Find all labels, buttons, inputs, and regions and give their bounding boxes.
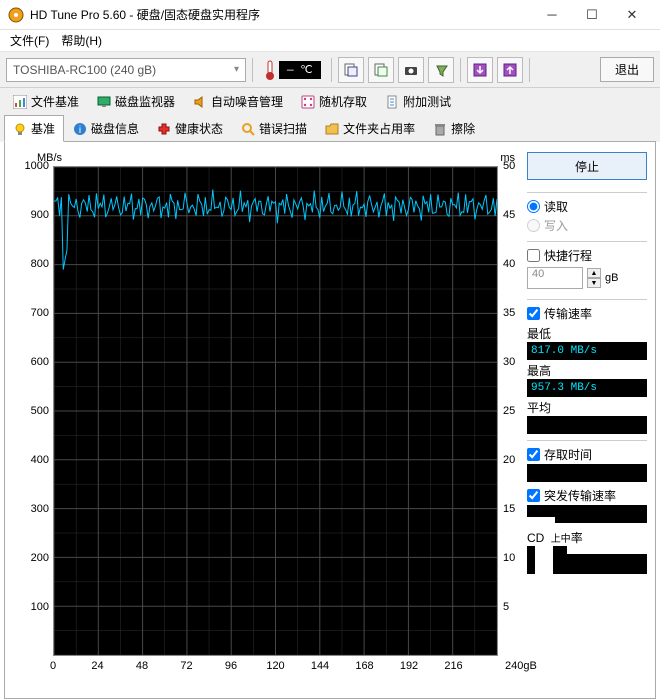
tab-erase[interactable]: 擦除 — [424, 115, 484, 142]
toolbar: TOSHIBA-RC100 (240 gB) ▾ — ℃ 退出 — [0, 52, 660, 88]
copy-text-button[interactable] — [338, 57, 364, 83]
tab-random-access[interactable]: 随机存取 — [292, 88, 376, 115]
tab-folder-usage[interactable]: 文件夹占用率 — [316, 115, 424, 142]
info-icon: i — [73, 122, 87, 136]
titlebar: HD Tune Pro 5.60 - 硬盘/固态硬盘实用程序 ─ ☐ ✕ — [0, 0, 660, 30]
load-button[interactable] — [497, 57, 523, 83]
chart-plot — [53, 166, 498, 656]
app-icon — [8, 7, 24, 23]
window-title: HD Tune Pro 5.60 - 硬盘/固态硬盘实用程序 — [30, 6, 532, 23]
access-value — [527, 464, 647, 482]
bulb-icon — [13, 122, 27, 136]
tab-benchmark[interactable]: 基准 — [4, 115, 64, 142]
quick-size-spinner[interactable]: ▲▼ — [587, 268, 601, 288]
copy-screenshot-button[interactable] — [368, 57, 394, 83]
drive-select[interactable]: TOSHIBA-RC100 (240 gB) ▾ — [6, 58, 246, 82]
avg-label: 平均 — [527, 399, 647, 416]
tab-health[interactable]: 健康状态 — [148, 115, 232, 142]
tab-row-lower: 基准 i磁盘信息 健康状态 错误扫描 文件夹占用率 擦除 — [4, 115, 656, 142]
max-value: 957.3 MB/s — [527, 379, 647, 397]
clipboard-icon — [385, 95, 399, 109]
save-button[interactable] — [467, 57, 493, 83]
minimize-button[interactable]: ─ — [532, 1, 572, 29]
close-button[interactable]: ✕ — [612, 1, 652, 29]
temperature: — ℃ — [263, 60, 321, 80]
drive-select-value: TOSHIBA-RC100 (240 gB) — [13, 63, 156, 77]
check-quick[interactable]: 快捷行程 — [527, 246, 647, 265]
dice-icon — [301, 95, 315, 109]
check-burst[interactable]: 突发传输速率 — [527, 486, 647, 505]
avg-value — [527, 416, 647, 434]
min-label: 最低 — [527, 325, 647, 342]
menubar: 文件(F) 帮助(H) — [0, 30, 660, 52]
maximize-button[interactable]: ☐ — [572, 1, 612, 29]
tab-extra-tests[interactable]: 附加测试 — [376, 88, 460, 115]
y1-ticks: 1000900800700600500400300200100 — [13, 166, 51, 656]
options-button[interactable] — [428, 57, 454, 83]
chart-icon — [13, 95, 27, 109]
stop-button[interactable]: 停止 — [527, 152, 647, 180]
radio-read[interactable]: 读取 — [527, 197, 647, 216]
min-value: 817.0 MB/s — [527, 342, 647, 360]
x-axis-unit: 240gB — [505, 660, 537, 672]
speaker-icon — [193, 95, 207, 109]
tab-area: 文件基准 磁盘监视器 自动噪音管理 随机存取 附加测试 基准 i磁盘信息 健康状… — [0, 88, 660, 142]
check-transfer[interactable]: 传输速率 — [527, 304, 647, 323]
folder-icon — [325, 122, 339, 136]
menu-file[interactable]: 文件(F) — [4, 30, 55, 51]
tab-file-benchmark[interactable]: 文件基准 — [4, 88, 88, 115]
tab-disk-monitor[interactable]: 磁盘监视器 — [88, 88, 184, 115]
temperature-value: — ℃ — [279, 61, 321, 79]
tab-error-scan[interactable]: 错误扫描 — [232, 115, 316, 142]
exit-button[interactable]: 退出 — [600, 57, 654, 82]
cross-icon — [157, 122, 171, 136]
monitor-icon — [97, 95, 111, 109]
quick-size-unit: gB — [605, 272, 618, 284]
tab-info[interactable]: i磁盘信息 — [64, 115, 148, 142]
svg-text:i: i — [79, 125, 81, 136]
trash-icon — [433, 122, 447, 136]
search-icon — [241, 122, 255, 136]
max-label: 最高 — [527, 362, 647, 379]
chevron-down-icon: ▾ — [234, 64, 239, 75]
menu-help[interactable]: 帮助(H) — [55, 30, 108, 51]
tab-row-upper: 文件基准 磁盘监视器 自动噪音管理 随机存取 附加测试 — [4, 88, 656, 115]
quick-size-input[interactable]: 40 — [527, 267, 583, 289]
cpu-label: CD 上中率 — [527, 529, 647, 546]
chart-area: MB/s ms 1000900800700600500400300200100 … — [13, 152, 519, 692]
screenshot-button[interactable] — [398, 57, 424, 83]
y2-ticks: 5045403530252015105 — [501, 166, 529, 656]
x-ticks: 024487296120144168192216 — [53, 660, 498, 676]
benchmark-panel: MB/s ms 1000900800700600500400300200100 … — [4, 141, 656, 699]
thermometer-icon — [263, 60, 277, 80]
check-access[interactable]: 存取时间 — [527, 445, 647, 464]
cpu-value — [527, 546, 647, 574]
radio-write[interactable]: 写入 — [527, 216, 647, 235]
burst-value — [527, 505, 647, 523]
side-panel: 停止 读取 写入 快捷行程 40 ▲▼ gB 传输速率 最低 817.0 MB/… — [527, 152, 647, 692]
tab-aam[interactable]: 自动噪音管理 — [184, 88, 292, 115]
